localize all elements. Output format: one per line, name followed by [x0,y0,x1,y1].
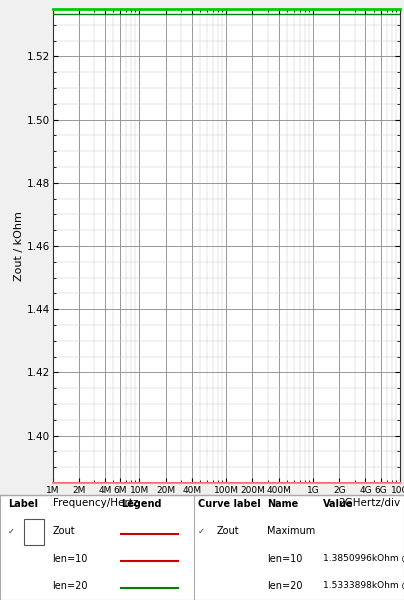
Text: Name: Name [267,499,298,509]
Text: Zout: Zout [53,527,75,536]
Text: Zout: Zout [216,527,239,536]
Text: ✓: ✓ [8,527,15,535]
Text: len=10: len=10 [267,554,302,564]
Text: len=10: len=10 [53,554,88,564]
Text: 2GHertz/div: 2GHertz/div [338,498,400,508]
Text: 1.3850996kOhm @1Meg...: 1.3850996kOhm @1Meg... [323,554,404,563]
Bar [24,519,44,545]
Text: 1.5333898kOhm @1Meg...: 1.5333898kOhm @1Meg... [323,581,404,590]
Text: Value: Value [323,499,354,509]
Text: Curve label: Curve label [198,499,261,509]
Text: ✓: ✓ [198,527,205,535]
Text: Legend: Legend [121,499,162,509]
Text: len=20: len=20 [267,581,302,591]
Y-axis label: Zout / kOhm: Zout / kOhm [14,211,24,281]
Text: Maximum: Maximum [267,527,315,536]
Text: len=20: len=20 [53,581,88,591]
Text: Label: Label [8,499,38,509]
Text: Frequency/Hertz: Frequency/Hertz [53,498,138,508]
